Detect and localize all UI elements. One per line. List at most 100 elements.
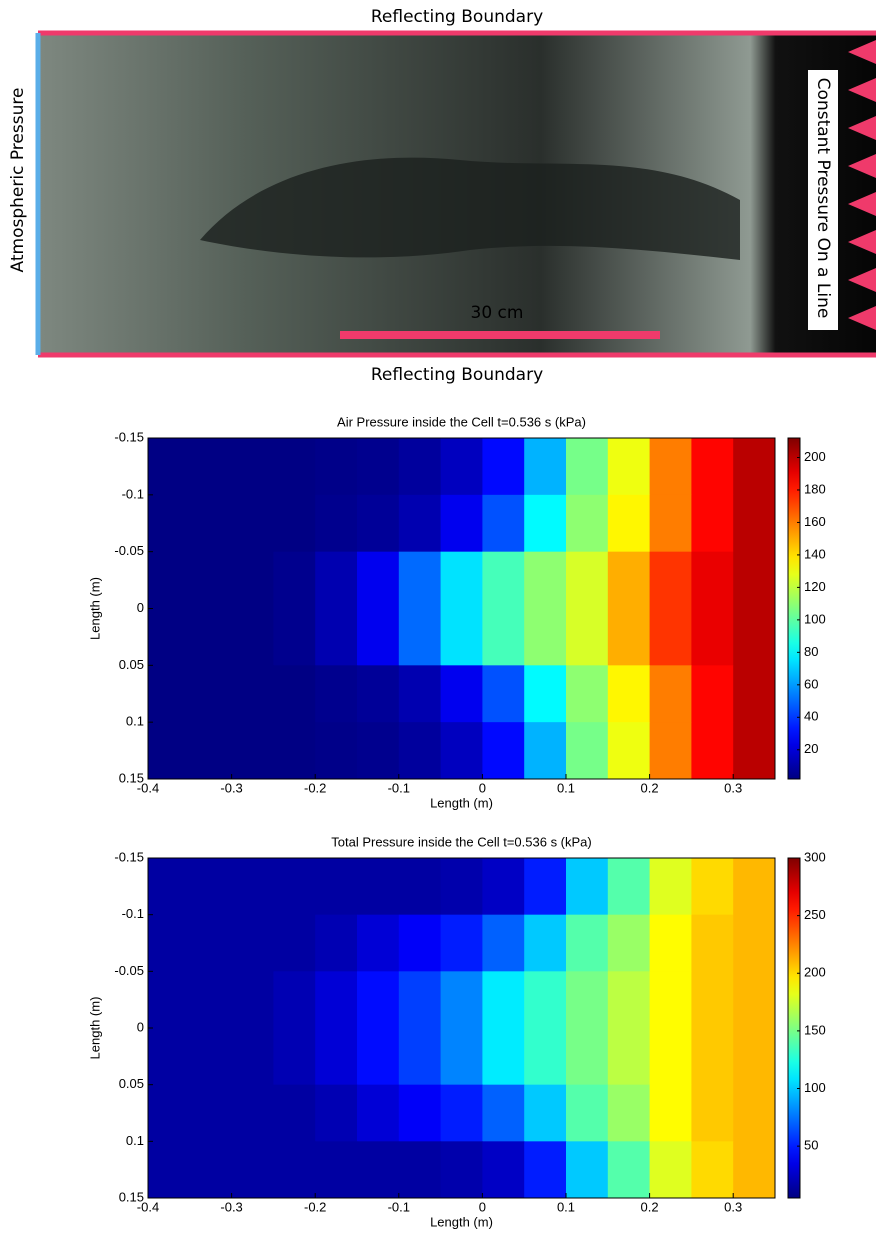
heatmap-cell <box>691 1141 734 1199</box>
y-tick-label: 0.15 <box>119 1189 144 1204</box>
heatmap-cell <box>357 914 400 972</box>
y-tick-label: 0.1 <box>126 714 144 729</box>
heatmap <box>148 858 776 1199</box>
heatmap-cell <box>524 914 567 972</box>
y-tick-label: -0.05 <box>114 963 144 978</box>
heatmap-cell <box>733 438 776 496</box>
heatmap-cell <box>273 494 316 553</box>
heatmap-cell <box>357 1141 400 1199</box>
heatmap-cell <box>524 1141 567 1199</box>
y-tick-label: 0 <box>137 1019 144 1034</box>
heatmap-cell <box>148 722 191 780</box>
heatmap-cell <box>148 608 191 666</box>
heatmap-cell <box>649 494 692 553</box>
heatmap-cell <box>231 494 274 553</box>
heatmap-cell <box>566 494 609 553</box>
y-tick-label: 0 <box>137 600 144 615</box>
heatmap-cell <box>315 914 358 972</box>
x-tick-label: -0.2 <box>304 780 326 795</box>
x-tick-label: 0 <box>479 1199 486 1214</box>
heatmap-cell <box>148 551 191 609</box>
heatmap-cell <box>148 438 191 496</box>
heatmap-cell <box>357 608 400 666</box>
heatmap-cell <box>482 494 525 553</box>
y-tick-label: -0.1 <box>122 906 144 921</box>
heatmap-cell <box>148 971 191 1029</box>
heatmap-cell <box>440 722 483 780</box>
heatmap-cell <box>315 722 358 780</box>
heatmap-cell <box>398 551 442 609</box>
heatmap-cell <box>231 438 274 496</box>
heatmap-cell <box>649 438 692 496</box>
heatmap-cell <box>357 438 400 496</box>
heatmap-cell <box>524 1084 567 1142</box>
y-axis-label: Length (m) <box>87 997 102 1060</box>
y-tick-label: -0.05 <box>114 543 144 558</box>
heatmap-cell <box>148 665 191 723</box>
heatmap-cell <box>273 1028 316 1086</box>
heatmap-cell <box>357 551 400 609</box>
heatmap-cell <box>482 971 525 1029</box>
heatmap <box>148 438 776 780</box>
y-tick-label: -0.15 <box>114 429 144 444</box>
chart-title: Total Pressure inside the Cell t=0.536 s… <box>331 834 592 849</box>
heatmap-cell <box>398 722 442 780</box>
heatmap-cell <box>733 971 776 1029</box>
heatmap-cell <box>649 914 692 972</box>
heatmap-cell <box>607 494 651 553</box>
heatmap-cell <box>566 1084 609 1142</box>
x-axis-label: Length (m) <box>430 795 493 810</box>
heatmap-cell <box>273 665 316 723</box>
heatmap-cell <box>398 858 442 916</box>
heatmap-cell <box>607 858 651 916</box>
heatmap-cell <box>691 1084 734 1142</box>
heatmap-cell <box>148 1028 191 1086</box>
heatmap-cell <box>398 1028 442 1086</box>
heatmap-cell <box>524 858 567 916</box>
heatmap-cell <box>691 551 734 609</box>
heatmap-cell <box>566 971 609 1029</box>
heatmap-cell <box>315 1084 358 1142</box>
heatmap-cell <box>231 971 274 1029</box>
heatmap-cell <box>189 665 233 723</box>
x-tick-label: 0.1 <box>557 1199 575 1214</box>
heatmap-cell <box>440 914 483 972</box>
heatmap-cell <box>189 551 233 609</box>
heatmap-cell <box>398 971 442 1029</box>
heatmap-cell <box>357 1084 400 1142</box>
heatmap-cell <box>566 608 609 666</box>
y-tick-label: 0.05 <box>119 1076 144 1091</box>
x-tick-label: 0.1 <box>557 780 575 795</box>
heatmap-cell <box>231 608 274 666</box>
heatmap-cell <box>231 914 274 972</box>
heatmap-cell <box>566 1028 609 1086</box>
heatmap-cell <box>273 722 316 780</box>
heatmap-cell <box>398 1141 442 1199</box>
x-tick-label: -0.3 <box>220 1199 242 1214</box>
left-label: Atmospheric Pressure <box>8 88 28 273</box>
heatmap-cell <box>524 665 567 723</box>
heatmap-cell <box>440 665 483 723</box>
heatmap-cell <box>231 1084 274 1142</box>
x-tick-label: -0.4 <box>137 780 159 795</box>
fracture-pattern <box>200 157 740 260</box>
heatmap-cell <box>482 1028 525 1086</box>
heatmap-cell <box>691 971 734 1029</box>
heatmap-cell <box>566 1141 609 1199</box>
heatmap-cell <box>733 494 776 553</box>
heatmap-cell <box>315 1141 358 1199</box>
heatmap-cell <box>440 608 483 666</box>
heatmap-cell <box>649 1028 692 1086</box>
heatmap-cell <box>566 914 609 972</box>
colorbar-tick-label: 160 <box>804 514 826 529</box>
colorbar-tick-label: 150 <box>804 1022 826 1037</box>
heatmap-cell <box>607 1141 651 1199</box>
heatmap-cell <box>482 722 525 780</box>
heatmap-cell <box>482 1141 525 1199</box>
heatmap-cell <box>315 551 358 609</box>
heatmap-cell <box>482 438 525 496</box>
heatmap-cell <box>315 665 358 723</box>
heatmap-cell <box>649 551 692 609</box>
heatmap-cell <box>398 438 442 496</box>
colorbar-tick-label: 60 <box>804 676 818 691</box>
